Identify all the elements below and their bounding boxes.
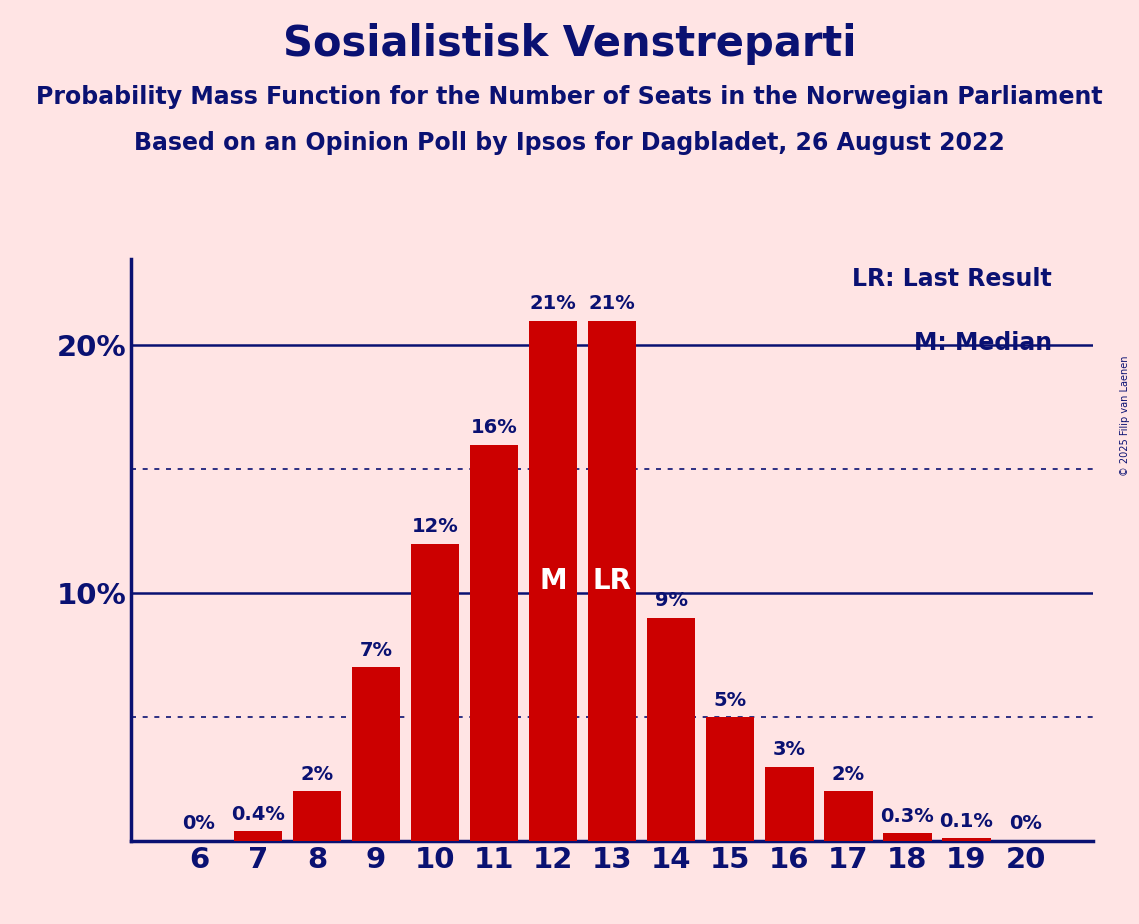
- Bar: [293, 791, 342, 841]
- Bar: [765, 767, 813, 841]
- Text: 2%: 2%: [301, 765, 334, 784]
- Text: M: Median: M: Median: [913, 332, 1052, 356]
- Bar: [942, 838, 991, 841]
- Text: 3%: 3%: [773, 740, 805, 760]
- Text: 16%: 16%: [470, 418, 517, 437]
- Bar: [588, 321, 637, 841]
- Bar: [825, 791, 872, 841]
- Text: 21%: 21%: [530, 294, 576, 313]
- Text: 0%: 0%: [1009, 814, 1042, 833]
- Text: Sosialistisk Venstreparti: Sosialistisk Venstreparti: [282, 23, 857, 65]
- Text: 9%: 9%: [655, 591, 688, 611]
- Text: 21%: 21%: [589, 294, 636, 313]
- Text: © 2025 Filip van Laenen: © 2025 Filip van Laenen: [1121, 356, 1130, 476]
- Bar: [528, 321, 577, 841]
- Text: Probability Mass Function for the Number of Seats in the Norwegian Parliament: Probability Mass Function for the Number…: [36, 85, 1103, 109]
- Text: 2%: 2%: [831, 765, 865, 784]
- Text: LR: Last Result: LR: Last Result: [852, 267, 1052, 291]
- Bar: [352, 667, 400, 841]
- Text: 0.4%: 0.4%: [231, 805, 285, 823]
- Text: 12%: 12%: [411, 517, 459, 536]
- Text: Based on an Opinion Poll by Ipsos for Dagbladet, 26 August 2022: Based on an Opinion Poll by Ipsos for Da…: [134, 131, 1005, 155]
- Text: 0%: 0%: [182, 814, 215, 833]
- Bar: [233, 831, 282, 841]
- Text: 0.1%: 0.1%: [940, 812, 993, 831]
- Text: 0.3%: 0.3%: [880, 807, 934, 826]
- Bar: [411, 543, 459, 841]
- Bar: [647, 618, 696, 841]
- Text: M: M: [540, 566, 567, 595]
- Text: 5%: 5%: [714, 690, 747, 710]
- Text: LR: LR: [592, 566, 632, 595]
- Text: 7%: 7%: [360, 641, 393, 660]
- Bar: [883, 833, 932, 841]
- Bar: [706, 717, 754, 841]
- Bar: [470, 444, 518, 841]
